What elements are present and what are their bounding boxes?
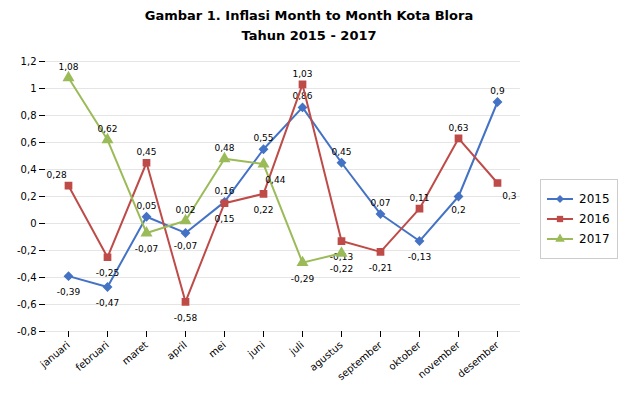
- svg-text:1,08: 1,08: [58, 62, 78, 72]
- svg-text:-0,29: -0,29: [291, 274, 315, 284]
- svg-text:-0,39: -0,39: [57, 287, 81, 297]
- svg-text:0,44: 0,44: [265, 175, 285, 185]
- html-text:Gambar 1. Inflasi Month to Mon: Gambar 1. Inflasi Month to Month Kota Bl…: [144, 8, 474, 23]
- svg-text:0,2: 0,2: [21, 191, 37, 202]
- svg-text:-0,47: -0,47: [96, 298, 119, 308]
- svg-text:0,05: 0,05: [136, 201, 156, 211]
- svg-text:0,45: 0,45: [136, 147, 156, 157]
- svg-text:september: september: [335, 339, 384, 383]
- svg-text:-0,13: -0,13: [329, 252, 354, 263]
- svg-text:0,62: 0,62: [97, 124, 117, 134]
- svg-text:februari: februari: [74, 339, 111, 373]
- html-text:2015: 2015: [579, 191, 610, 206]
- svg-text:-0,4: -0,4: [17, 272, 37, 283]
- svg-text:januari: januari: [37, 339, 71, 370]
- svg-text:april: april: [165, 339, 189, 362]
- svg-text:0,2: 0,2: [451, 205, 465, 215]
- svg-text:0,22: 0,22: [253, 205, 273, 215]
- svg-text:0: 0: [30, 218, 36, 229]
- svg-text:-0,2: -0,2: [17, 245, 37, 256]
- svg-text:agustus: agustus: [308, 339, 345, 373]
- svg-text:0,6: 0,6: [21, 137, 37, 148]
- svg-text:-0,13: -0,13: [408, 252, 431, 262]
- svg-text:desember: desember: [455, 339, 501, 380]
- svg-text:-0,8: -0,8: [17, 326, 37, 337]
- svg-text:1: 1: [30, 83, 36, 94]
- svg-text:0,55: 0,55: [253, 133, 273, 143]
- svg-text:-0,58: -0,58: [174, 313, 198, 323]
- svg-text:maret: maret: [120, 339, 150, 367]
- svg-text:1,2: 1,2: [21, 56, 37, 67]
- svg-text:0,9: 0,9: [490, 86, 505, 96]
- svg-text:november: november: [416, 339, 463, 381]
- svg-text:-0,25: -0,25: [96, 268, 119, 278]
- svg-text:0,86: 0,86: [292, 91, 312, 101]
- svg-text:-0,07: -0,07: [135, 244, 158, 254]
- svg-text:0,28: 0,28: [47, 170, 67, 180]
- svg-text:0,02: 0,02: [175, 205, 195, 215]
- svg-text:0,16: 0,16: [214, 186, 234, 196]
- html-text:2016: 2016: [579, 211, 610, 226]
- svg-text:0,07: 0,07: [370, 198, 390, 208]
- svg-text:0,63: 0,63: [448, 123, 468, 133]
- svg-text:0,3: 0,3: [502, 191, 516, 201]
- svg-text:-0,6: -0,6: [17, 299, 37, 310]
- svg-text:mei: mei: [206, 339, 227, 359]
- html-text:2017: 2017: [579, 231, 610, 246]
- svg-text:juli: juli: [287, 339, 306, 358]
- svg-text:0,8: 0,8: [21, 110, 37, 121]
- html-text:Tahun 2015 - 2017: Tahun 2015 - 2017: [241, 28, 377, 43]
- svg-text:0,11: 0,11: [409, 193, 429, 203]
- svg-text:-0,21: -0,21: [369, 263, 392, 273]
- svg-text:juni: juni: [245, 339, 267, 360]
- svg-text:-0,07: -0,07: [174, 241, 197, 251]
- svg-text:0,15: 0,15: [214, 214, 234, 224]
- svg-text:0,4: 0,4: [21, 164, 37, 175]
- svg-text:-0,22: -0,22: [330, 264, 353, 274]
- svg-text:0,48: 0,48: [214, 143, 234, 153]
- svg-text:oktober: oktober: [386, 339, 423, 373]
- svg-text:1,03: 1,03: [292, 69, 312, 79]
- svg-text:0,45: 0,45: [331, 147, 351, 157]
